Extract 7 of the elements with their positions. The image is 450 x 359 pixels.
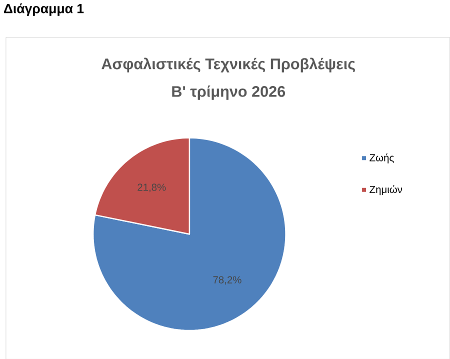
chart-title: Ασφαλιστικές Τεχνικές Προβλέψεις <box>102 57 355 72</box>
data-label: 78,2% <box>213 276 242 284</box>
legend-label: Ζημιών <box>370 185 402 195</box>
text: Διάγραμμα 1 <box>4 3 84 16</box>
chart-subtitle: Β' τρίμηνο 2026 <box>172 85 286 100</box>
data-label: 21,8% <box>138 183 166 192</box>
legend-label: Ζωής <box>370 153 394 164</box>
